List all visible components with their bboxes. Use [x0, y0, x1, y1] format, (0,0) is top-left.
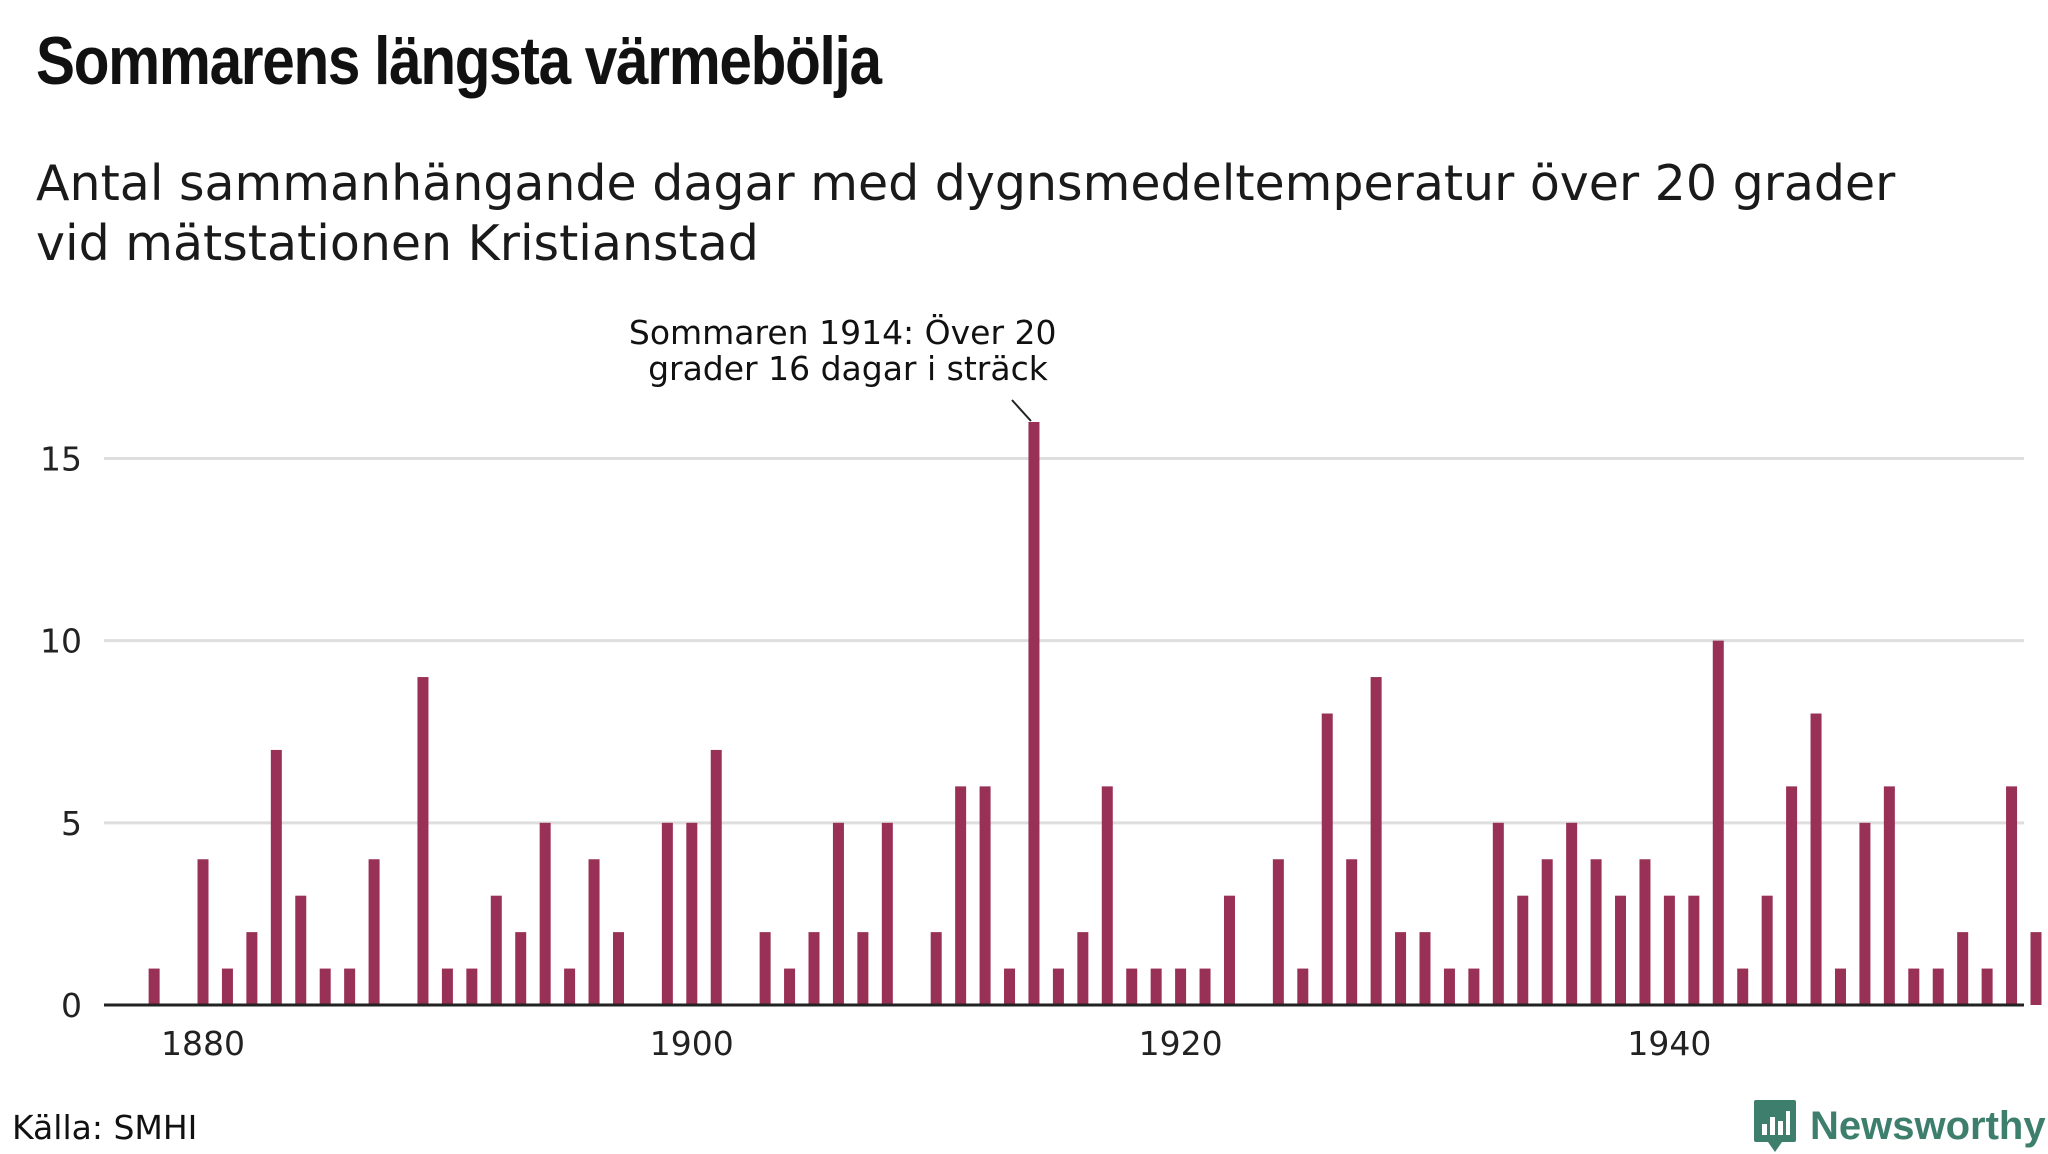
bar: [344, 968, 356, 1005]
bar: [1859, 822, 1871, 1005]
bar: [1834, 968, 1846, 1005]
bar: [466, 968, 478, 1005]
bar: [1028, 422, 1040, 1005]
bar: [1541, 859, 1553, 1005]
bar: [368, 859, 380, 1005]
bar: [295, 895, 307, 1005]
bar: [2030, 932, 2042, 1005]
annotation-leader-line: [1011, 399, 1032, 422]
bar: [1517, 895, 1529, 1005]
bar: [661, 822, 673, 1005]
chart-subtitle-line-1: Antal sammanhängande dagar med dygnsmede…: [36, 155, 1896, 212]
bar: [1199, 968, 1211, 1005]
bar: [148, 968, 160, 1005]
bar: [759, 932, 771, 1005]
bar: [319, 968, 331, 1005]
bar: [1615, 895, 1627, 1005]
bar: [417, 677, 429, 1005]
chart-subtitle-line-2: vid mätstationen Kristianstad: [36, 215, 759, 272]
bar: [1737, 968, 1749, 1005]
bar: [1297, 968, 1309, 1005]
bar: [1419, 932, 1431, 1005]
bar: [1052, 968, 1064, 1005]
x-tick-label: 1940: [1627, 1024, 1711, 1063]
source-note: Källa: SMHI: [12, 1108, 198, 1147]
y-tick-label: 5: [61, 804, 82, 843]
bar: [1810, 713, 1822, 1005]
bar: [270, 749, 282, 1005]
bar: [246, 932, 258, 1005]
bar: [1492, 822, 1504, 1005]
bar: [1908, 968, 1920, 1005]
bar: [686, 822, 698, 1005]
bar: [1004, 968, 1016, 1005]
bar: [441, 968, 453, 1005]
bar: [1321, 713, 1333, 1005]
bar-series: [148, 422, 2042, 1005]
annotation-label-line-1: Sommaren 1914: Över 20: [629, 312, 1057, 352]
bar: [1590, 859, 1602, 1005]
bar: [1346, 859, 1358, 1005]
bar: [1932, 968, 1944, 1005]
bar: [1272, 859, 1284, 1005]
bar: [539, 822, 551, 1005]
bar: [1566, 822, 1578, 1005]
bar: [2006, 786, 2018, 1005]
bar: [857, 932, 869, 1005]
annotation: Sommaren 1914: Över 20 grader 16 dagar i…: [629, 312, 1067, 422]
bar: [1101, 786, 1113, 1005]
bar: [1370, 677, 1382, 1005]
bar: [1223, 895, 1235, 1005]
bar: [221, 968, 233, 1005]
bar: [881, 822, 893, 1005]
bar: [1883, 786, 1895, 1005]
bar: [1077, 932, 1089, 1005]
x-tick-label: 1900: [650, 1024, 734, 1063]
y-axis-tick-labels: 0 5 10 15: [40, 439, 82, 1025]
bar: [1663, 895, 1675, 1005]
bar: [955, 786, 967, 1005]
bar: [1639, 859, 1651, 1005]
bar: [808, 932, 820, 1005]
bar: [1175, 968, 1187, 1005]
bar: [588, 859, 600, 1005]
x-axis-tick-labels: 18801900192019401960198020002020: [161, 1024, 1711, 1063]
y-tick-label: 10: [40, 622, 82, 661]
bar: [1150, 968, 1162, 1005]
bar: [1761, 895, 1773, 1005]
chart-title: Sommarens längsta värmebölja: [36, 23, 882, 99]
x-tick-label: 1920: [1139, 1024, 1223, 1063]
bar: [1786, 786, 1798, 1005]
annotation-label-line-2: grader 16 dagar i sträck: [648, 349, 1049, 388]
bar: [1443, 968, 1455, 1005]
bar: [1468, 968, 1480, 1005]
bar: [930, 932, 942, 1005]
bar: [197, 859, 209, 1005]
bar: [1395, 932, 1407, 1005]
brand-name: Newsworthy: [1810, 1103, 2046, 1148]
bar: [1981, 968, 1993, 1005]
bar: [1712, 640, 1724, 1005]
bar: [612, 932, 624, 1005]
bar: [784, 968, 796, 1005]
x-tick-label: 1880: [161, 1024, 245, 1063]
chart-subtitle: Antal sammanhängande dagar med dygnsmede…: [36, 154, 2016, 274]
gridlines: [104, 456, 2024, 825]
bar: [832, 822, 844, 1005]
y-tick-label: 0: [61, 986, 82, 1025]
newsworthy-brand: Newsworthy: [1752, 1098, 2046, 1154]
bar: [1957, 932, 1969, 1005]
bar: [490, 895, 502, 1005]
bar: [979, 786, 991, 1005]
newsworthy-logo-icon: [1754, 1100, 1796, 1152]
y-tick-label: 15: [40, 439, 82, 478]
bar: [1126, 968, 1138, 1005]
bar: [564, 968, 576, 1005]
bar: [1688, 895, 1700, 1005]
bar: [710, 749, 722, 1005]
annotation-label: Sommaren 1914: Över 20 grader 16 dagar i…: [629, 312, 1067, 388]
bar: [515, 932, 527, 1005]
